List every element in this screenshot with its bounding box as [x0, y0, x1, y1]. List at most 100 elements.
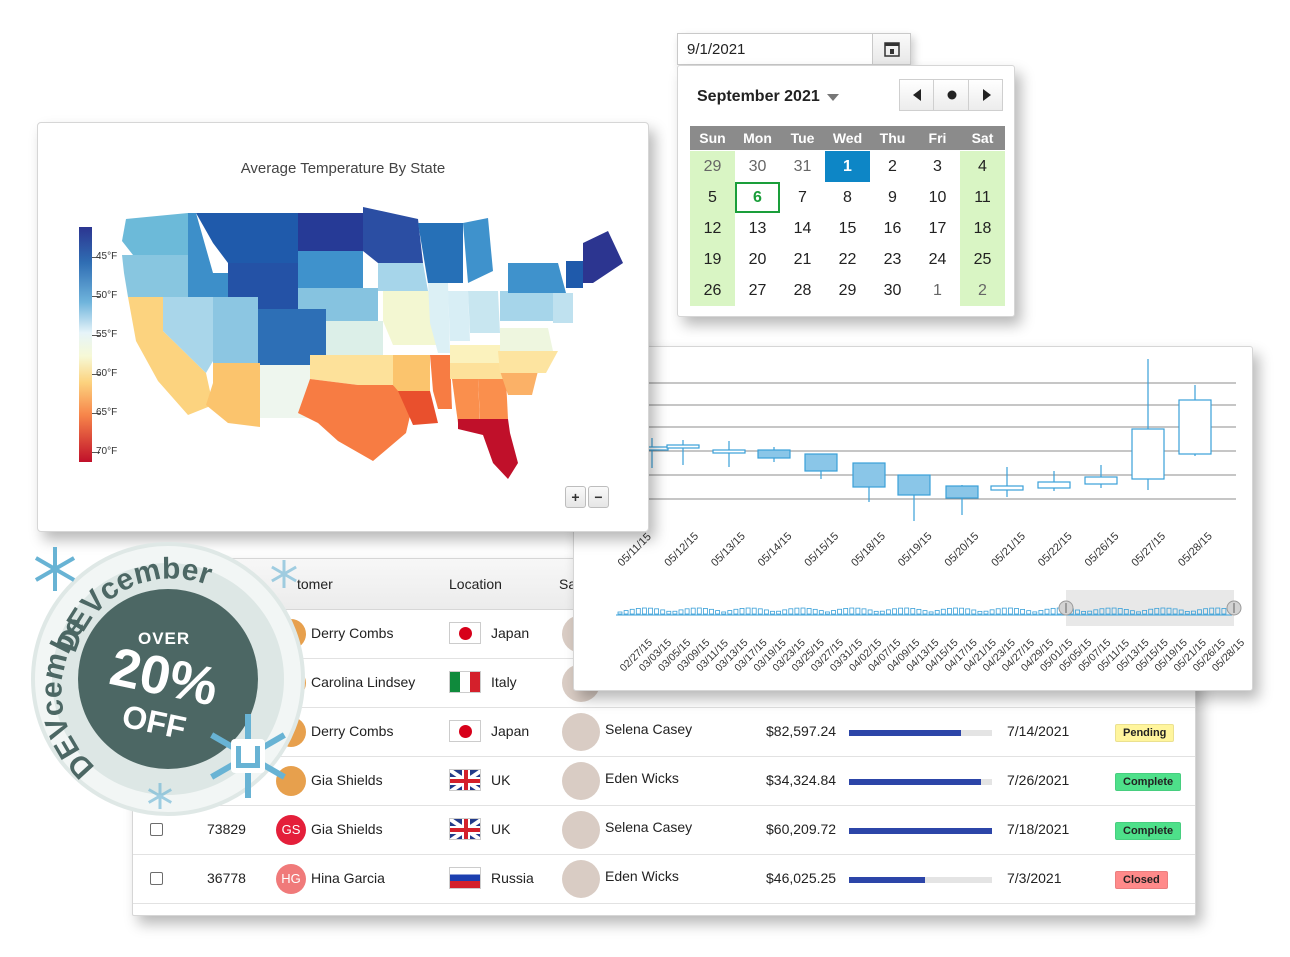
calendar-day[interactable]: 13	[748, 220, 767, 237]
navigator-candle	[904, 607, 910, 615]
order-id: 36778	[207, 870, 246, 886]
navigator-candle	[1221, 608, 1227, 615]
navigator-candle	[812, 608, 818, 615]
calendar-day[interactable]: 2	[888, 158, 897, 175]
calendar-day[interactable]: 17	[928, 220, 947, 237]
stock-chart-panel: 05/11/15 05/12/15 05/13/15 05/14/15 05/15/15…	[573, 346, 1253, 691]
navigator-candle	[953, 607, 958, 615]
navigator-candle	[794, 607, 800, 615]
calendar-day[interactable]: 3	[933, 158, 942, 175]
calendar-day[interactable]: 2	[960, 275, 1005, 306]
state-maine	[583, 231, 623, 283]
calendar-day[interactable]: 23	[883, 251, 902, 268]
zoom-in-button[interactable]: +	[565, 486, 586, 508]
calendar-day[interactable]: 22	[838, 251, 857, 268]
navigator-candle	[654, 608, 659, 615]
calendar-day[interactable]: 7	[798, 189, 807, 206]
row-checkbox[interactable]	[150, 823, 163, 836]
state-georgia	[478, 379, 508, 419]
calendar-day[interactable]: 28	[793, 282, 812, 299]
navigator-selection[interactable]	[1066, 590, 1234, 626]
calendar-day[interactable]: 19	[690, 244, 735, 275]
calendar-day[interactable]: 25	[960, 244, 1005, 275]
calendar-day[interactable]: 4	[960, 151, 1005, 182]
calendar-day[interactable]: 14	[793, 220, 812, 237]
navigator-candle	[989, 609, 995, 615]
navigator-candle	[1081, 610, 1087, 615]
calendar-day[interactable]: 30	[748, 158, 767, 175]
progress-bar	[849, 828, 992, 834]
navigator-candle	[892, 608, 897, 615]
navigator-candle	[1050, 607, 1056, 615]
calendar-day[interactable]: 29	[690, 151, 735, 182]
calendar-day[interactable]: 1	[825, 151, 870, 182]
navigator-candle	[678, 609, 684, 615]
navigator-candle	[910, 608, 916, 615]
calendar-day[interactable]: 10	[928, 189, 947, 206]
calendar-day[interactable]: 5	[690, 182, 735, 213]
calendar-day[interactable]: 30	[883, 282, 902, 299]
calendar-day[interactable]: 1	[933, 282, 942, 299]
navigator-candle	[1136, 611, 1141, 615]
calendar-month-title[interactable]: September 2021	[697, 88, 820, 105]
calendar-day[interactable]: 6	[735, 182, 780, 213]
sales-rep-photo	[562, 811, 600, 849]
calendar-day[interactable]: 8	[843, 189, 852, 206]
date-input[interactable]: 9/1/2021	[677, 33, 911, 65]
calendar-day[interactable]: 26	[690, 275, 735, 306]
next-month-button[interactable]	[970, 80, 1004, 110]
calendar-day-header: Sun	[690, 126, 735, 150]
prev-month-button[interactable]	[900, 80, 934, 110]
navigator-candle	[1093, 609, 1099, 615]
header-customer[interactable]: tomer	[297, 576, 333, 592]
navigator-candle	[1209, 607, 1215, 615]
state-montana	[196, 213, 298, 263]
sales-rep-photo	[562, 860, 600, 898]
header-sales[interactable]: Sa	[559, 576, 577, 592]
calendar-day[interactable]: 11	[960, 182, 1005, 213]
state-north-carolina	[498, 351, 558, 373]
map-title: Average Temperature By State	[240, 160, 446, 177]
progress-bar	[849, 877, 992, 883]
navigator-candle	[696, 607, 702, 615]
navigator-candle	[1007, 607, 1013, 615]
calendar-day[interactable]: 29	[838, 282, 857, 299]
navigator-candle	[1044, 608, 1050, 615]
navigator-candle	[782, 609, 788, 615]
month-dropdown-icon[interactable]	[827, 94, 839, 102]
navigator-candle	[702, 608, 708, 615]
calendar-toggle-button[interactable]	[872, 34, 910, 64]
calendar-day[interactable]: 9	[888, 189, 897, 206]
state-utah	[213, 297, 258, 363]
date-input-value[interactable]: 9/1/2021	[687, 41, 746, 58]
x-axis-label: 05/28/15	[1176, 530, 1215, 569]
calendar-day[interactable]: 16	[883, 220, 902, 237]
row-checkbox[interactable]	[150, 872, 163, 885]
calendar-day[interactable]: 27	[748, 282, 767, 299]
navigator-candle	[861, 608, 867, 615]
zoom-out-button[interactable]: −	[588, 486, 609, 508]
calendar-day[interactable]: 15	[838, 220, 857, 237]
navigator-candle	[867, 609, 873, 615]
navigator-candle	[733, 608, 739, 615]
progress-fill	[849, 730, 961, 736]
navigator-candle	[1130, 610, 1135, 615]
table-row[interactable]: 73829 GS Gia Shields UK Selena Casey $60,209.…	[133, 806, 1195, 855]
calendar-day[interactable]: 18	[960, 213, 1005, 244]
candle-body	[1131, 428, 1165, 480]
calendar-day[interactable]: 31	[793, 158, 812, 175]
header-location[interactable]: Location	[449, 576, 502, 592]
country-name: UK	[491, 821, 511, 837]
navigator-candle	[770, 610, 775, 615]
table-row[interactable]: 36778 HG Hina Garcia Russia Eden Wicks $46,02…	[133, 855, 1195, 904]
calendar-day[interactable]: 12	[690, 213, 735, 244]
state-kansas	[326, 321, 383, 355]
today-button[interactable]	[935, 80, 969, 110]
calendar-day[interactable]: 21	[793, 251, 812, 268]
calendar-day[interactable]: 24	[928, 251, 947, 268]
calendar-nav	[899, 79, 1003, 111]
navigator-candle	[831, 610, 836, 615]
navigator-candle	[1172, 608, 1178, 615]
legend-color-scale	[79, 227, 92, 462]
calendar-day[interactable]: 20	[748, 251, 767, 268]
